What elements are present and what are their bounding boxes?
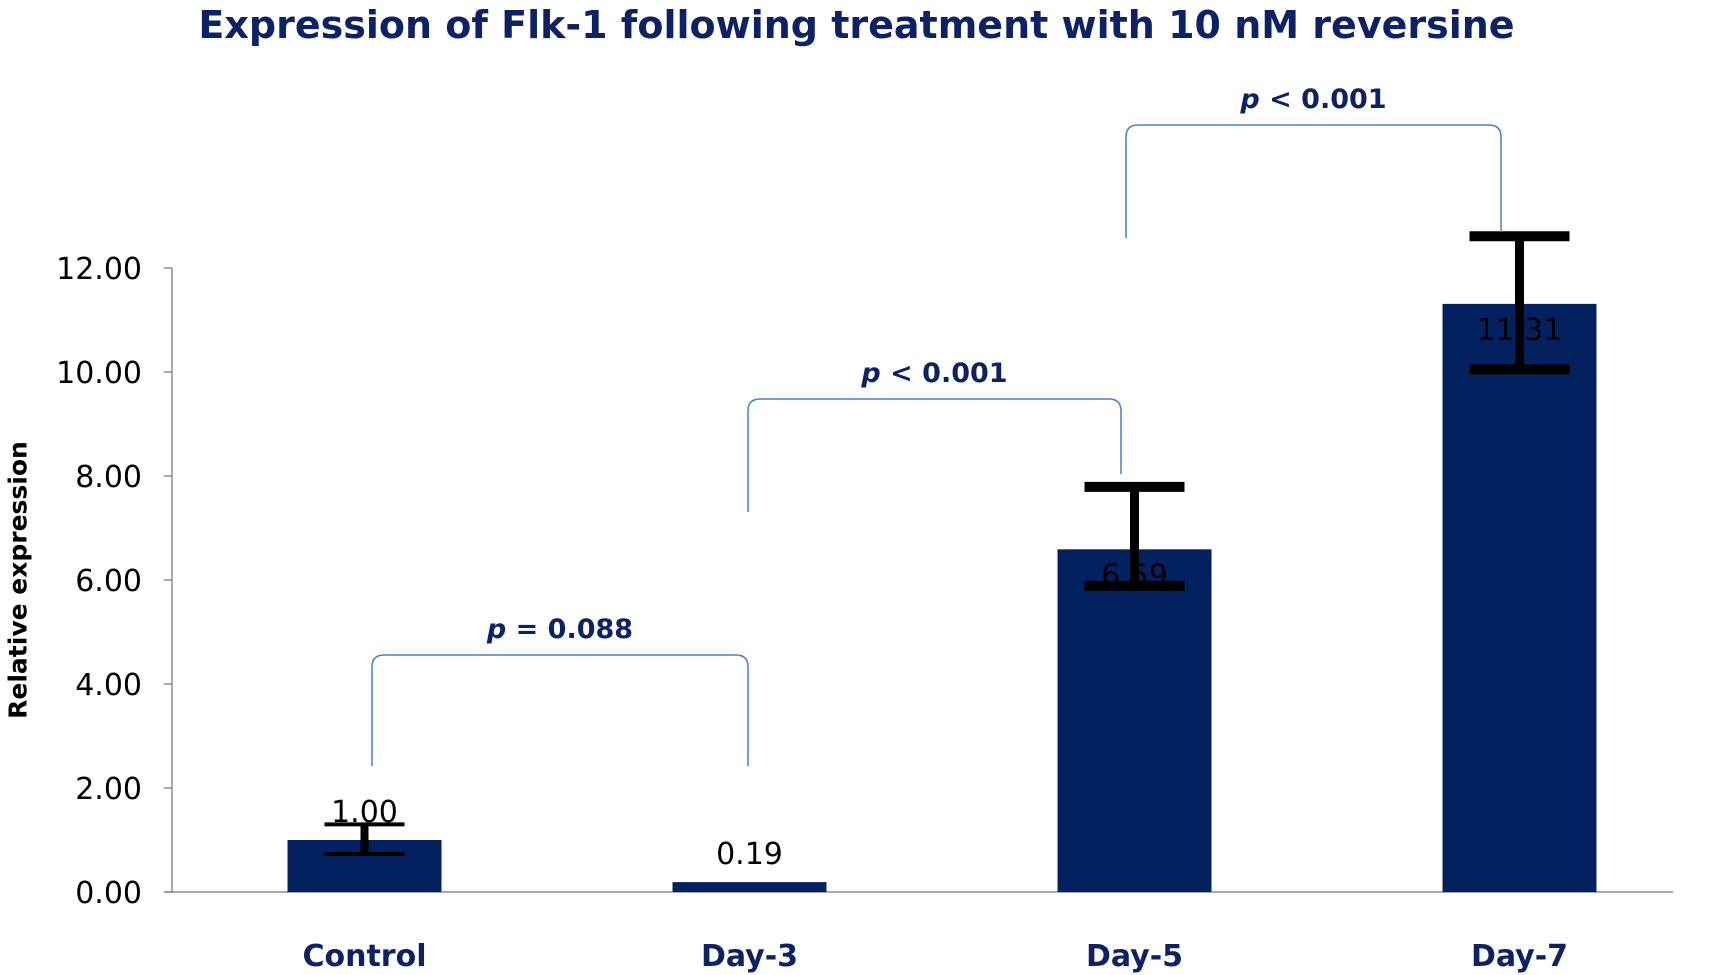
p-value-text: = 0.088 [506, 614, 633, 645]
category-label: Day-5 [1086, 939, 1183, 974]
category-label: Control [302, 939, 426, 974]
y-tick-label: 2.00 [75, 772, 142, 807]
significance-label: p < 0.001 [1239, 84, 1386, 115]
significance-bracket [371, 654, 749, 766]
y-tick-label: 6.00 [75, 564, 142, 599]
significance-bracket [747, 398, 1122, 512]
p-symbol: p [486, 614, 506, 645]
y-tick-label: 10.00 [56, 356, 142, 391]
y-tick-label: 8.00 [75, 460, 142, 495]
p-symbol: p [860, 358, 880, 389]
p-symbol: p [1239, 84, 1259, 115]
chart-title: Expression of Flk-1 following treatment … [198, 3, 1515, 47]
category-label: Day-3 [701, 939, 798, 974]
y-tick-label: 0.00 [75, 876, 142, 911]
data-label: 0.19 [716, 837, 783, 872]
bar-day-5 [1057, 549, 1212, 892]
y-tick-label: 4.00 [75, 668, 142, 703]
bar-day-3 [672, 882, 827, 892]
bar-day-7 [1442, 303, 1597, 892]
p-value-text: < 0.001 [1260, 84, 1387, 115]
significance-label: p = 0.088 [486, 614, 633, 645]
p-value-text: < 0.001 [881, 358, 1008, 389]
category-label: Day-7 [1471, 939, 1568, 974]
significance-label: p < 0.001 [860, 358, 1007, 389]
y-tick-label: 12.00 [56, 252, 142, 287]
significance-bracket [1125, 124, 1502, 238]
